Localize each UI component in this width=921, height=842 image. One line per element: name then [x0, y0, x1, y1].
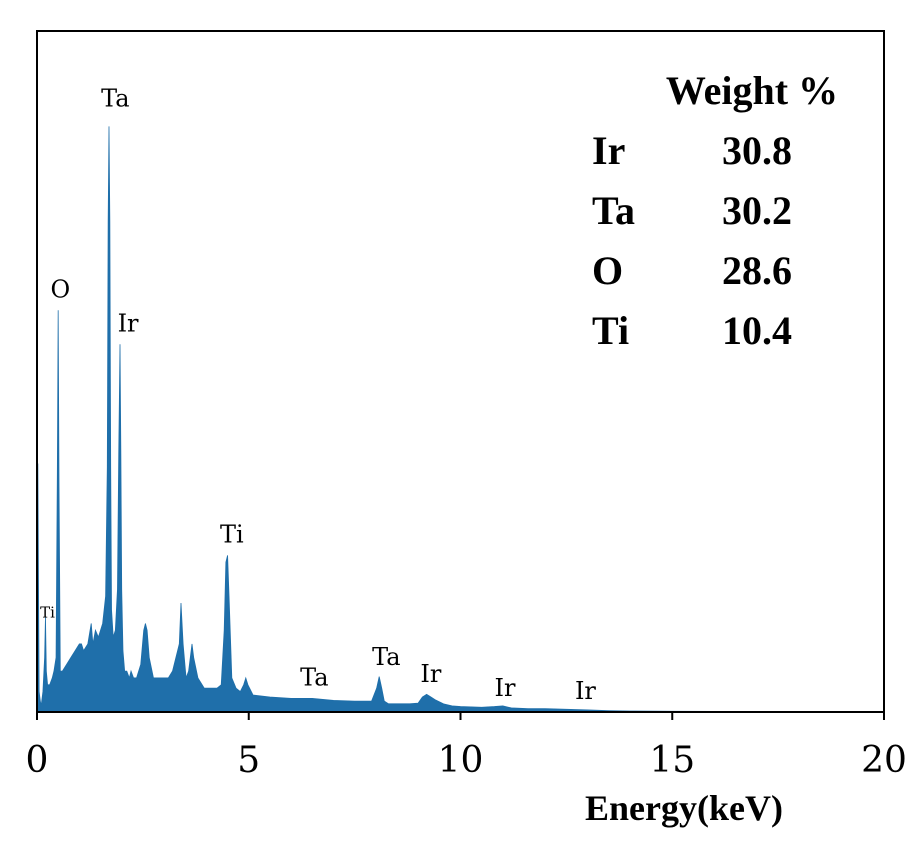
weight-legend: Weight % Ir 30.8 Ta 30.2 O 28.6 Ti 10.4: [592, 68, 838, 353]
peak-labels: Ti O Ta Ir Ti Ta Ta Ir Ir Ir: [40, 85, 596, 705]
x-axis-label: Energy(keV): [585, 788, 783, 828]
peak-label: Ti: [220, 521, 244, 549]
legend-element: Ir: [592, 128, 625, 173]
x-axis: 0 5 10 15 20: [26, 712, 907, 781]
x-tick-label: 15: [649, 740, 695, 781]
peak-label: Ir: [118, 309, 139, 337]
x-tick-label: 20: [861, 740, 907, 781]
plot-layer: [36, 126, 885, 713]
peak-label: O: [50, 275, 70, 303]
peak-label: Ta: [300, 664, 328, 692]
peak-label: Ti: [40, 603, 55, 621]
x-tick-label: 5: [237, 740, 260, 781]
peak-label: Ir: [575, 677, 596, 705]
legend-element: Ti: [592, 308, 629, 353]
legend-value: 10.4: [722, 308, 792, 353]
peak-label: Ta: [101, 85, 129, 113]
legend-element: Ta: [592, 188, 635, 233]
legend-value: 30.8: [722, 128, 792, 173]
legend-value: 28.6: [722, 248, 792, 293]
legend-element: O: [592, 248, 623, 293]
peak-label: Ta: [372, 643, 400, 671]
x-tick-label: 10: [438, 740, 484, 781]
peak-label: Ir: [420, 660, 441, 688]
legend-value: 30.2: [722, 188, 792, 233]
legend-rows: Ir 30.8 Ta 30.2 O 28.6 Ti 10.4: [592, 128, 792, 353]
legend-title: Weight %: [666, 68, 838, 113]
x-tick-label: 0: [26, 740, 49, 781]
peak-label: Ir: [494, 674, 515, 702]
spectrum-area: [36, 126, 885, 713]
